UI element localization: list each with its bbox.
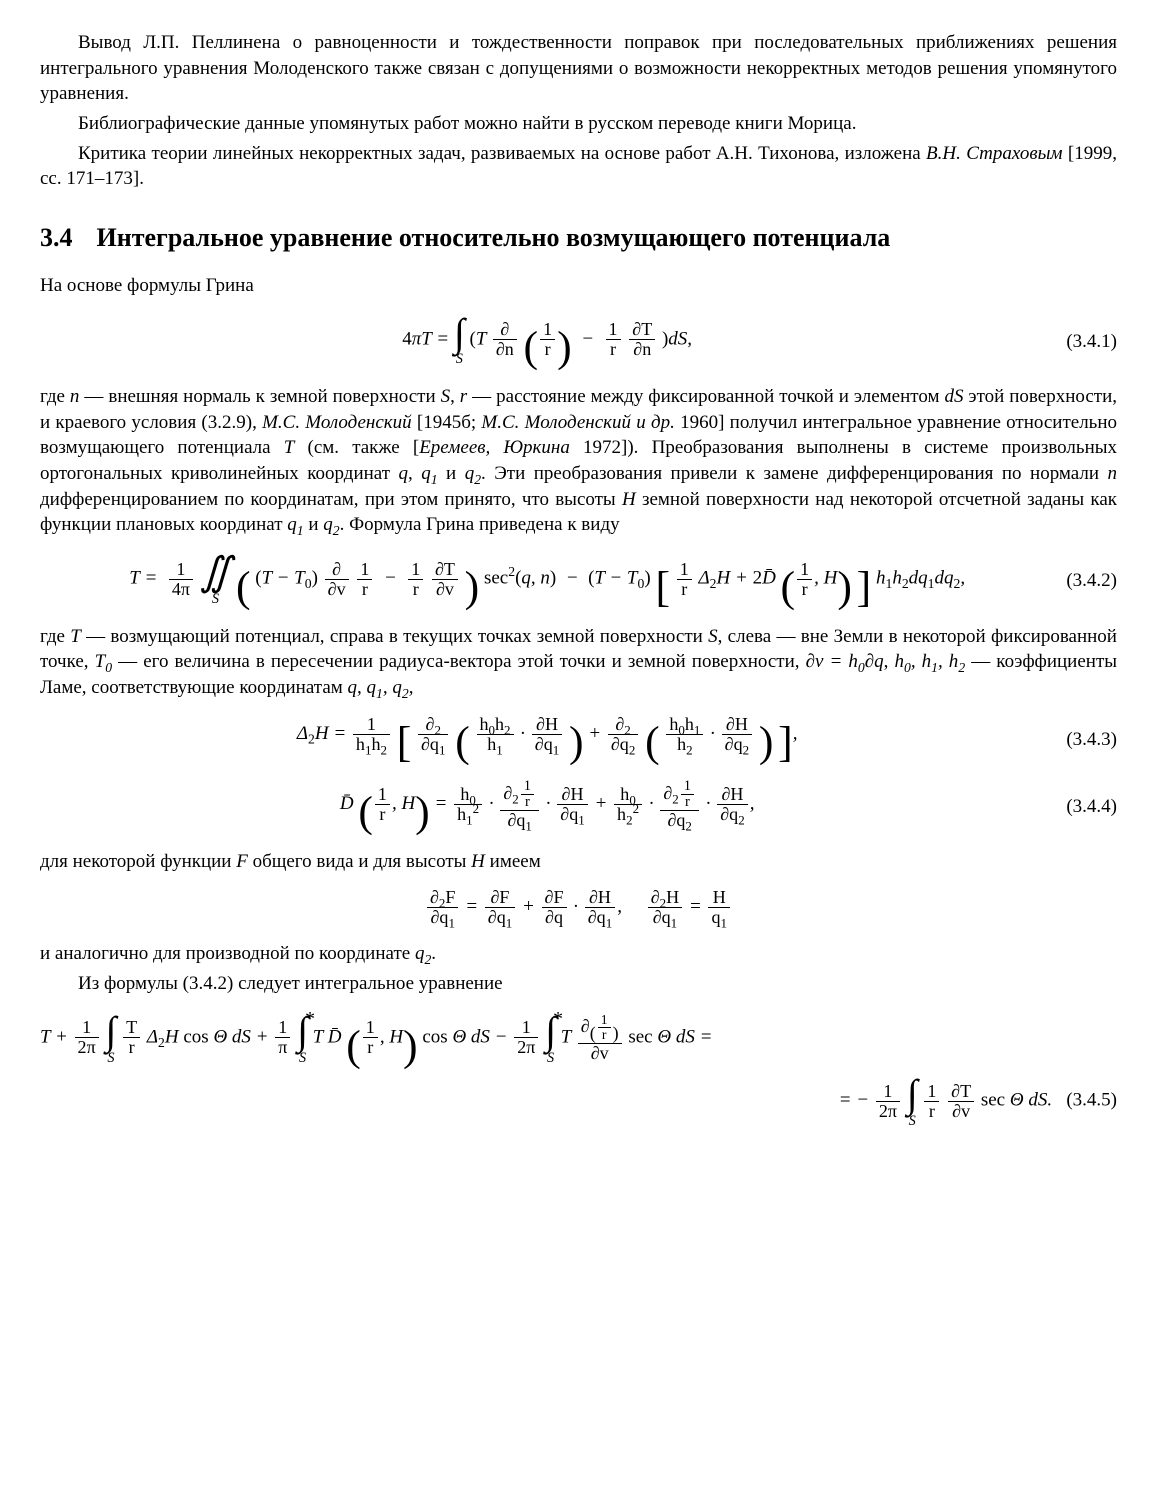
var-T: T xyxy=(70,626,81,647)
equation-body: D̄ (1r, H) = h0h12 · ∂21r ∂q1 · ∂H∂q1 + … xyxy=(40,779,1054,835)
var-dv: ∂v = h0∂q xyxy=(806,651,884,672)
equation-number: (3.4.5) xyxy=(1066,1090,1117,1111)
text: [1945б; xyxy=(412,412,482,433)
var-coords: q, q1, q2 xyxy=(348,677,409,698)
var-H: H xyxy=(471,851,485,872)
paragraph: На основе формулы Грина xyxy=(40,273,1117,299)
equation-3-4-3: Δ2H = 1h1h2 [ ∂2∂q1 ( h0h2h1 · ∂H∂q1 ) +… xyxy=(40,715,1117,765)
text: , xyxy=(884,651,895,672)
paragraph: для некоторой функции F общего вида и дл… xyxy=(40,849,1117,875)
equation-number: (3.4.1) xyxy=(1054,329,1117,355)
equation-number: (3.4.4) xyxy=(1054,794,1117,820)
text: — его величина в пересечении радиуса-век… xyxy=(112,651,806,672)
equation-3-4-2: T = 14π ∬S ( (T − T0) ∂∂v 1r − 1r ∂T∂v )… xyxy=(40,552,1117,610)
var-F: F xyxy=(236,851,248,872)
paragraph: и аналогично для производной по координа… xyxy=(40,941,1117,967)
paragraph: где n — внешняя нормаль к земной поверхн… xyxy=(40,384,1117,538)
text: — расстояние между фиксированной точкой … xyxy=(467,386,944,407)
var-T0: T0 xyxy=(95,651,112,672)
equation-body: T = 14π ∬S ( (T − T0) ∂∂v 1r − 1r ∂T∂v )… xyxy=(40,552,1054,610)
text: и аналогично для производной по координа… xyxy=(40,943,415,964)
text: , xyxy=(409,677,414,698)
text: дифференцированием по координатам, при э… xyxy=(40,489,622,510)
paragraph: Из формулы (3.4.2) следует интегральное … xyxy=(40,971,1117,997)
var-H: H xyxy=(622,489,636,510)
equation-3-4-4: D̄ (1r, H) = h0h12 · ∂21r ∂q1 · ∂H∂q1 + … xyxy=(40,779,1117,835)
text: (см. также [ xyxy=(294,437,419,458)
var-n: n xyxy=(70,386,80,407)
var-S: S xyxy=(708,626,718,647)
equation-number: (3.4.3) xyxy=(1054,727,1117,753)
section-heading: 3.4 Интегральное уравнение относительно … xyxy=(40,220,1117,255)
equation-body: ∂2F∂q1 = ∂F∂q1 + ∂F∂q · ∂H∂q1, ∂2H∂q1 = … xyxy=(40,888,1117,927)
text: . xyxy=(431,943,436,964)
equation-body: 4πT = ∫S (T ∂∂n (1r) − 1r ∂T∂n )dS, xyxy=(40,313,1054,371)
text: — внешняя нормаль к земной поверхности xyxy=(79,386,440,407)
var-q2: q2 xyxy=(465,463,481,484)
text: . Формула Грина приведена к виду xyxy=(340,514,620,535)
paragraph: Критика теории линейных некорректных зад… xyxy=(40,141,1117,192)
var-q2: q2 xyxy=(415,943,431,964)
text: общего вида и для высоты xyxy=(248,851,471,872)
var-q: q, q1 xyxy=(399,463,438,484)
equation-unnumbered: ∂2F∂q1 = ∂F∂q1 + ∂F∂q · ∂H∂q1, ∂2H∂q1 = … xyxy=(40,888,1117,927)
text: где xyxy=(40,386,70,407)
paragraph: где T — возмущающий потенциал, справа в … xyxy=(40,624,1117,701)
text: для некоторой функции xyxy=(40,851,236,872)
text: . Эти преобразования привели к замене ди… xyxy=(481,463,1107,484)
var-dS: dS xyxy=(944,386,963,407)
var-q2: q2 xyxy=(323,514,339,535)
text: — возмущающий потенциал, справа в текущи… xyxy=(81,626,708,647)
text: Критика теории линейных некорректных зад… xyxy=(78,143,926,164)
var-S: S xyxy=(441,386,451,407)
equation-body: T + 12π ∫S Tr Δ2H cos Θ dS + 1π ∫*S T D̄… xyxy=(40,1011,1117,1129)
section-number: 3.4 xyxy=(40,220,73,255)
text: где xyxy=(40,626,70,647)
equation-3-4-1: 4πT = ∫S (T ∂∂n (1r) − 1r ∂T∂n )dS, (3.4… xyxy=(40,313,1117,371)
paragraph: Библиографические данные упомянутых рабо… xyxy=(40,111,1117,137)
citation-author: Еремеев, Юркина xyxy=(419,437,570,458)
section-title: Интегральное уравнение относительно возм… xyxy=(97,220,1118,255)
equation-body: Δ2H = 1h1h2 [ ∂2∂q1 ( h0h2h1 · ∂H∂q1 ) +… xyxy=(40,715,1054,765)
paragraph: Вывод Л.П. Пеллинена о равноценности и т… xyxy=(40,30,1117,107)
citation-author: М.С. Молоденский xyxy=(262,412,412,433)
var-T: T xyxy=(284,437,295,458)
text: и xyxy=(304,514,324,535)
citation-author: М.С. Молоденский и др. xyxy=(481,412,674,433)
citation-author: В.Н. Страховым xyxy=(926,143,1063,164)
text: , xyxy=(450,386,460,407)
var-q1: q1 xyxy=(287,514,303,535)
equation-3-4-5: T + 12π ∫S Tr Δ2H cos Θ dS + 1π ∫*S T D̄… xyxy=(40,1011,1117,1129)
text: и xyxy=(438,463,465,484)
text: имеем xyxy=(485,851,541,872)
var-h: h0, h1, h2 xyxy=(894,651,965,672)
var-n: n xyxy=(1108,463,1118,484)
equation-number: (3.4.2) xyxy=(1054,568,1117,594)
